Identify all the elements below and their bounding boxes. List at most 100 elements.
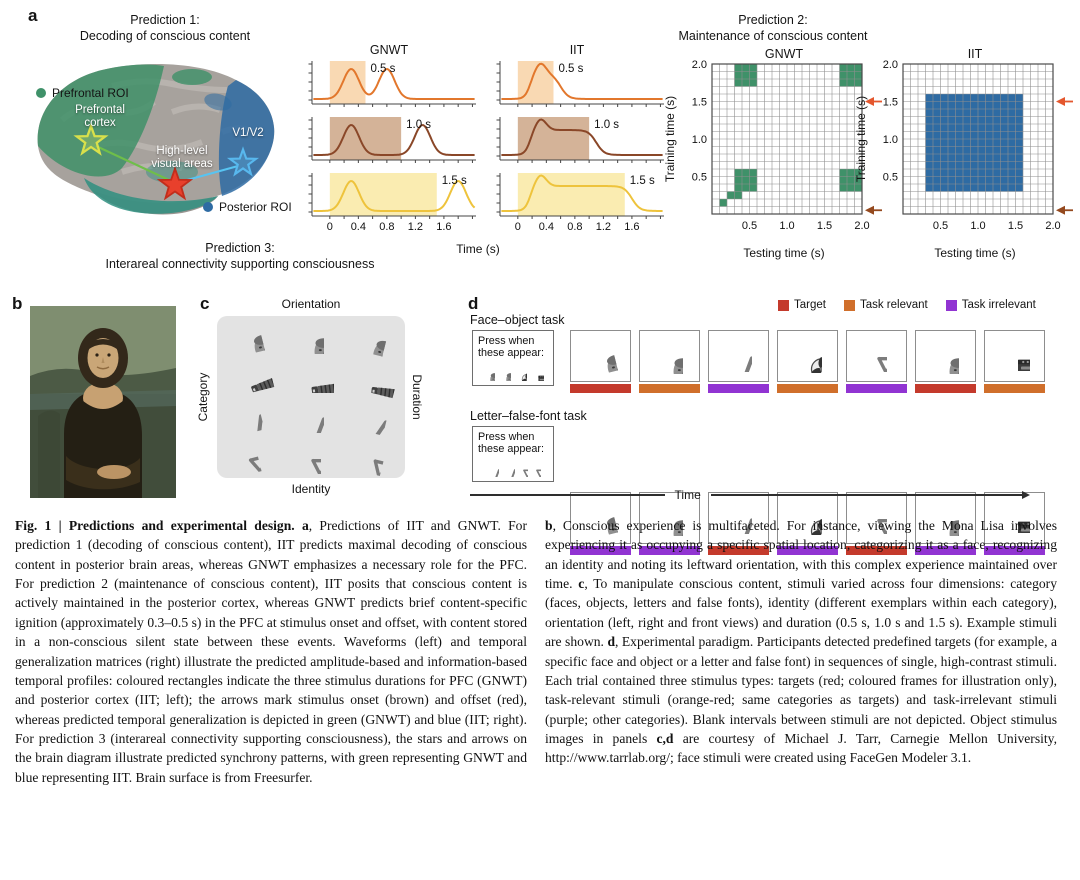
orientation-axis-label: Orientation bbox=[281, 297, 341, 311]
prediction2-title: Prediction 2: Maintenance of conscious c… bbox=[608, 12, 938, 45]
task-relevant-color-swatch bbox=[843, 299, 855, 311]
duration-label: 1.0 s bbox=[406, 119, 431, 131]
prediction3-title: Prediction 3: Interareal connectivity su… bbox=[55, 240, 425, 273]
high-level-visual-areas-label: High-level visual areas bbox=[138, 145, 226, 171]
stimulus-card-face bbox=[915, 492, 976, 555]
category-axis-label: Category bbox=[196, 372, 210, 422]
x-tick-label: 1.5 bbox=[1008, 220, 1023, 232]
stimulus-image bbox=[777, 330, 838, 382]
accordion-stimulus-left bbox=[225, 361, 271, 393]
letter-falsefont-target-examples bbox=[478, 457, 548, 477]
x-tick-label: 1.5 bbox=[817, 220, 832, 232]
caption-left-column: Fig. 1 | Predictions and experimental de… bbox=[15, 518, 528, 785]
x-tick-label: 1.2 bbox=[596, 221, 611, 233]
letter-a-stimulus-left bbox=[235, 401, 261, 433]
prefrontal-cortex-label-line2: cortex bbox=[84, 116, 116, 129]
stimulus-type-legend: Target Task relevant Task irrelevant bbox=[778, 299, 1036, 311]
face-object-stimulus-sequence bbox=[570, 330, 1070, 396]
prefrontal-cortex-label: Prefrontal cortex bbox=[62, 104, 138, 130]
letter-a-icon bbox=[357, 399, 390, 436]
stimulus-type-bar-irrelevant bbox=[639, 546, 700, 555]
mona-lisa-image bbox=[30, 306, 176, 498]
iit-matrix-title: IIT bbox=[967, 47, 983, 61]
stimulus-offset-arrow-icon bbox=[1056, 97, 1065, 106]
face-stimulus-right bbox=[361, 318, 387, 354]
face-stimulus-front bbox=[298, 318, 324, 354]
prefrontal-region bbox=[37, 64, 165, 177]
duration-label: 1.0 s bbox=[594, 119, 619, 131]
waveform-1.0s bbox=[313, 124, 475, 156]
gnwt-matrix-xlabel: Testing time (s) bbox=[743, 246, 825, 260]
stimulus-type-bar-relevant bbox=[777, 384, 838, 393]
stimulus-dimension-box bbox=[217, 316, 405, 478]
fan-icon bbox=[794, 339, 822, 373]
temporal-region bbox=[84, 178, 218, 214]
stimulus-type-bar-irrelevant bbox=[915, 546, 976, 555]
time-axis-arrowhead-icon bbox=[1022, 491, 1030, 499]
waveform-0.5s bbox=[501, 62, 663, 100]
stimulus-card-fan bbox=[777, 330, 838, 393]
stimulus-type-bar-target bbox=[846, 546, 907, 555]
y-tick-label: 2.0 bbox=[692, 60, 707, 71]
v1v2-label: V1/V2 bbox=[232, 127, 264, 139]
stimulus-duration-shade bbox=[517, 173, 625, 216]
x-tick-label: 0 bbox=[327, 221, 333, 233]
oven-icon bbox=[1000, 341, 1030, 371]
iit-waveforms-chart: 0.5 s 1.0 s 1.5 s 0 0.4 0.8 1.2 1.6 bbox=[486, 58, 668, 245]
stimulus-image bbox=[570, 492, 631, 544]
parietal-blue-patch bbox=[204, 93, 232, 111]
x-tick-label: 0.8 bbox=[379, 221, 394, 233]
legend-item-task-irrelevant: Task irrelevant bbox=[945, 299, 1036, 311]
legend-task-relevant-label: Task relevant bbox=[859, 299, 928, 311]
face-icon bbox=[498, 363, 511, 381]
stimulus-card-face bbox=[570, 330, 631, 393]
stimulus-type-bar-irrelevant bbox=[570, 546, 631, 555]
prediction3-title-line2: Interareal connectivity supporting consc… bbox=[105, 257, 375, 272]
brain-diagram bbox=[37, 64, 275, 215]
face-icon bbox=[298, 318, 324, 354]
y-tick-label: 1.0 bbox=[883, 134, 898, 146]
face-object-task-label: Face–object task bbox=[470, 313, 565, 327]
stimulus-card-oven bbox=[984, 330, 1045, 393]
y-tick-label: 0.5 bbox=[883, 172, 898, 184]
stimulus-card-face bbox=[639, 492, 700, 555]
stimulus-card-letter-a bbox=[708, 492, 769, 555]
face-icon bbox=[584, 335, 618, 376]
letter-a-icon bbox=[486, 461, 499, 477]
face-icon bbox=[933, 338, 959, 374]
generalization-region bbox=[839, 64, 862, 87]
stimulus-duration-shade bbox=[517, 117, 590, 160]
iit-matrix-xlabel: Testing time (s) bbox=[934, 246, 1016, 260]
stimulus-card-letter-a bbox=[708, 330, 769, 393]
face-icon bbox=[357, 316, 391, 357]
accordion-icon bbox=[288, 361, 334, 393]
generalization-region bbox=[719, 199, 727, 207]
gnwt-synchrony-line bbox=[95, 145, 172, 182]
prefrontal-roi-legend: Prefrontal ROI bbox=[36, 86, 129, 100]
task-irrelevant-color-swatch bbox=[945, 299, 957, 311]
prefrontal-cortex-label-line1: Prefrontal bbox=[75, 104, 125, 116]
x-tick-label: 0.8 bbox=[567, 221, 582, 233]
iit-waveforms-plot: 0.5 s 1.0 s 1.5 s 0 0.4 0.8 1.2 1.6 bbox=[496, 61, 664, 233]
face-icon bbox=[482, 363, 495, 381]
letter-a-stimulus-right bbox=[361, 401, 387, 433]
stimulus-type-bar-relevant bbox=[639, 384, 700, 393]
time-axis-line-left bbox=[470, 494, 665, 496]
stimulus-onset-arrow-icon bbox=[865, 205, 874, 215]
false-font-icon bbox=[235, 440, 262, 476]
stimulus-type-bar-irrelevant bbox=[846, 384, 907, 393]
stimulus-card-fan bbox=[777, 492, 838, 555]
panel-a-label: a bbox=[28, 6, 38, 25]
letter-a-icon bbox=[726, 340, 752, 372]
letter-falsefont-press-box: Press when these appear: bbox=[472, 426, 554, 482]
false-font-stimulus-front bbox=[301, 442, 321, 474]
stimulus-card-face bbox=[915, 330, 976, 393]
waveform-1.0s bbox=[501, 118, 663, 156]
stimulus-grid bbox=[217, 316, 405, 478]
face-object-press-label: Press when these appear: bbox=[478, 335, 545, 360]
prefrontal-roi-legend-label: Prefrontal ROI bbox=[52, 86, 129, 100]
prediction2-title-line1: Prediction 2: bbox=[738, 13, 808, 27]
false-font-stimulus-right bbox=[364, 442, 384, 474]
stimulus-card-false-font bbox=[846, 492, 907, 555]
